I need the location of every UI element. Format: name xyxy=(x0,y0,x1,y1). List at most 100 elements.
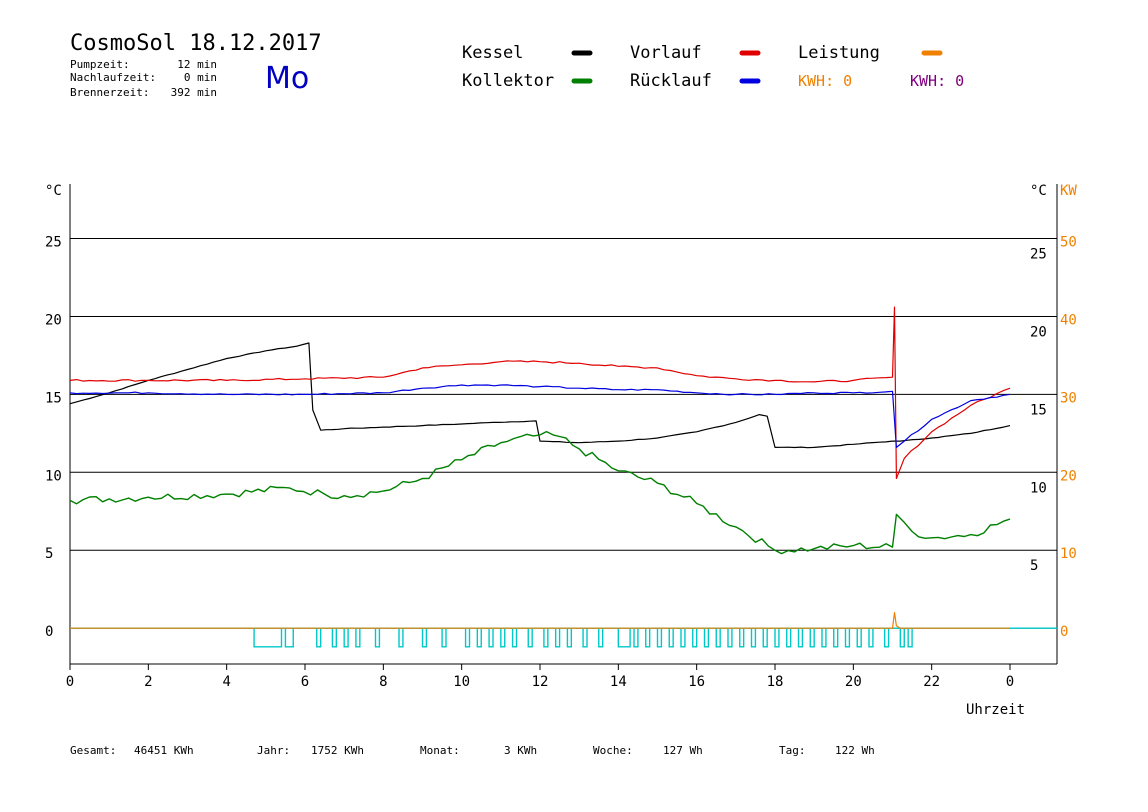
y-left-unit: °C xyxy=(45,183,62,199)
y-right-unit: °C xyxy=(1030,183,1047,199)
footer-label-woche: Woche: xyxy=(593,744,633,757)
pump-pulse-32 xyxy=(750,628,757,648)
x-tick-7: 14 xyxy=(610,674,627,690)
pump-pulse-35 xyxy=(786,628,792,648)
pump-pulse-14 xyxy=(511,628,518,648)
pump-pulse-34 xyxy=(774,628,780,648)
y-kw-tick-10: 10 xyxy=(1060,546,1077,562)
kwh-purple-label: KWH: 0 xyxy=(910,72,964,90)
legend-label-kessel: Kessel xyxy=(462,43,523,63)
stat-label-nachlaufzeit: Nachlaufzeit: xyxy=(70,71,156,84)
pump-pulse-25 xyxy=(668,628,674,648)
pump-pulse-3 xyxy=(331,628,338,648)
axis-labels: 0 5 10 15 20 25 5 10 15 20 25 0 10 20 30 40 50 0 2 4 6 8 10 12 1… xyxy=(45,235,1077,690)
pump-pulse-33 xyxy=(762,628,768,648)
x-tick-2: 4 xyxy=(222,674,230,690)
y-left-tick-25: 25 xyxy=(45,235,62,251)
y-left-tick-0: 0 xyxy=(45,624,53,640)
y-kw-tick-20: 20 xyxy=(1060,468,1077,484)
pump-pulse-10 xyxy=(464,628,471,648)
legend-label-ruecklauf: Rücklauf xyxy=(630,71,712,91)
pump-pulse-7 xyxy=(398,628,404,648)
pump-pulse-26 xyxy=(680,628,686,648)
series-line-1 xyxy=(69,430,1011,555)
pump-pulse-40 xyxy=(844,628,851,648)
pump-pulse-18 xyxy=(566,628,573,648)
pump-pulse-11 xyxy=(476,628,482,648)
footer-value-gesamt: 46451 KWh xyxy=(134,744,194,757)
y-left-tick-5: 5 xyxy=(45,546,53,562)
x-tick-1: 2 xyxy=(144,674,152,690)
x-tick-6: 12 xyxy=(532,674,549,690)
footer-label-gesamt: Gesamt: xyxy=(70,744,116,757)
stat-label-brennerzeit: Brennerzeit: xyxy=(70,86,149,99)
x-tick-12: 0 xyxy=(1006,674,1014,690)
pump-pulse-12 xyxy=(488,628,494,648)
pump-pulse-39 xyxy=(833,628,839,648)
series-line-3 xyxy=(69,384,1011,448)
pump-pulse-22 xyxy=(633,628,639,648)
legend: Kessel Kollektor Vorlauf Rücklauf Leistu… xyxy=(462,43,964,91)
pump-signal xyxy=(70,627,1057,648)
gridlines xyxy=(70,238,1057,629)
pump-pulse-36 xyxy=(797,628,804,648)
pump-pulse-29 xyxy=(715,628,721,648)
pump-pulse-44 xyxy=(899,628,905,648)
y-left-tick-20: 20 xyxy=(45,312,62,328)
footer-totals: Gesamt: 46451 KWh Jahr: 1752 KWh Monat: … xyxy=(70,744,875,757)
pump-pulse-45 xyxy=(907,628,913,648)
y-right-tick-5: 5 xyxy=(1030,558,1038,574)
pump-pulse-4 xyxy=(343,628,349,648)
y-kw-unit: KW xyxy=(1060,183,1077,199)
y-right-tick-10: 10 xyxy=(1030,480,1047,496)
y-kw-tick-40: 40 xyxy=(1060,312,1077,328)
pump-pulse-41 xyxy=(856,628,862,648)
pump-pulse-17 xyxy=(554,628,561,648)
series-line-4 xyxy=(70,612,1010,629)
pump-pulse-0 xyxy=(253,628,283,648)
x-tick-11: 22 xyxy=(923,674,940,690)
stat-value-brennerzeit: 392 min xyxy=(171,86,217,99)
pump-pulse-5 xyxy=(355,628,361,648)
pump-pulse-9 xyxy=(441,628,447,648)
pump-pulse-28 xyxy=(703,628,710,648)
y-left-tick-15: 15 xyxy=(45,390,62,406)
pump-pulse-6 xyxy=(374,628,381,648)
series-line-2 xyxy=(69,306,1011,480)
y-kw-tick-30: 30 xyxy=(1060,390,1077,406)
pump-pulse-15 xyxy=(527,628,533,648)
pump-pulse-20 xyxy=(598,628,604,648)
weekday-label: Mo xyxy=(265,61,309,96)
y-right-tick-25: 25 xyxy=(1030,247,1047,263)
y-kw-tick-0: 0 xyxy=(1060,624,1068,640)
x-tick-0: 0 xyxy=(66,674,74,690)
footer-label-tag: Tag: xyxy=(779,744,806,757)
pump-pulse-43 xyxy=(883,628,890,648)
stat-value-nachlaufzeit: 0 min xyxy=(184,71,217,84)
stat-label-pumpzeit: Pumpzeit: xyxy=(70,58,130,71)
footer-value-jahr: 1752 KWh xyxy=(311,744,364,757)
footer-value-woche: 127 Wh xyxy=(663,744,703,757)
pump-pulse-42 xyxy=(868,628,874,648)
pump-pulse-19 xyxy=(582,628,588,648)
pump-pulse-8 xyxy=(421,628,428,648)
x-tick-5: 10 xyxy=(453,674,470,690)
x-axis-label: Uhrzeit xyxy=(966,702,1025,718)
chart-title: CosmoSol 18.12.2017 xyxy=(70,31,322,56)
pump-pulse-21 xyxy=(617,628,631,648)
pump-pulse-31 xyxy=(739,628,745,648)
footer-value-tag: 122 Wh xyxy=(835,744,875,757)
pump-pulse-38 xyxy=(821,628,827,648)
pump-pulse-30 xyxy=(727,628,733,648)
stats-block: Pumpzeit: 12 min Nachlaufzeit: 0 min Bre… xyxy=(70,58,217,99)
pump-pulse-24 xyxy=(656,628,663,648)
kwh-orange-label: KWH: 0 xyxy=(798,72,852,90)
pump-pulse-16 xyxy=(543,628,549,648)
series-group xyxy=(69,306,1011,629)
pump-pulse-13 xyxy=(500,628,506,648)
x-tick-4: 8 xyxy=(379,674,387,690)
pump-pulse-37 xyxy=(809,628,815,648)
series-line-0 xyxy=(69,342,1011,449)
pump-pulse-1 xyxy=(284,628,294,648)
x-tick-10: 20 xyxy=(845,674,862,690)
